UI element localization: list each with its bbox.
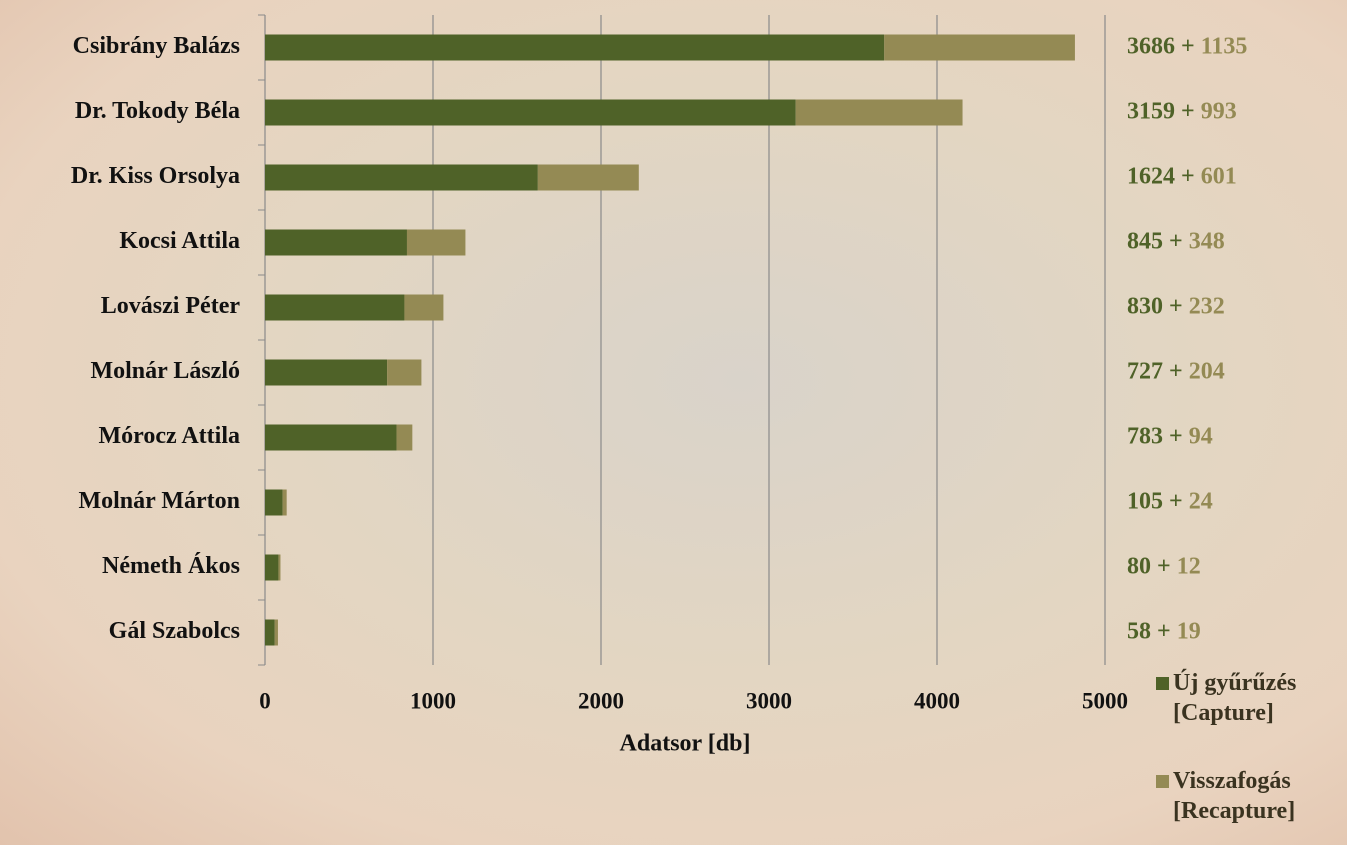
value-label-recapture: 348 [1189, 228, 1225, 254]
x-tick-label: 1000 [410, 688, 456, 713]
value-label: 105 +24 [1127, 488, 1213, 514]
value-label: 783 +94 [1127, 423, 1213, 449]
x-tick-label: 2000 [578, 688, 624, 713]
y-tick-label: Gál Szabolcs [109, 618, 240, 644]
value-label-recapture: 1135 [1201, 33, 1248, 59]
y-tick-label: Molnár László [90, 358, 240, 384]
y-tick-label: Mórocz Attila [98, 423, 240, 449]
value-label-capture: 80 [1127, 553, 1151, 579]
value-label-capture: 3159 [1127, 98, 1175, 124]
x-tick-label: 5000 [1082, 688, 1128, 713]
value-label-capture: 105 [1127, 488, 1163, 514]
y-tick-label: Kocsi Attila [119, 228, 240, 254]
value-label-capture: 58 [1127, 618, 1151, 644]
value-label-separator: + [1181, 163, 1195, 189]
value-label: 58 +19 [1127, 618, 1201, 644]
value-label: 1624 +601 [1127, 163, 1237, 189]
value-label-recapture: 94 [1189, 423, 1213, 449]
bar [278, 554, 281, 581]
value-label-recapture: 204 [1189, 358, 1225, 384]
page: 0 1000 2000 3000 4000 5000 Adatsor [db] Csibrán… [0, 0, 1347, 845]
value-label-capture: 727 [1127, 358, 1163, 384]
y-tick-label: Lovászi Péter [101, 293, 241, 319]
bar [404, 294, 444, 321]
value-label-separator: + [1169, 488, 1183, 514]
x-axis-title: Adatsor [db] [620, 731, 751, 757]
value-label: 727 +204 [1127, 358, 1225, 384]
value-label-separator: + [1157, 553, 1171, 579]
value-label-capture: 830 [1127, 293, 1163, 319]
bar [282, 489, 287, 516]
bar [265, 294, 405, 321]
bar [265, 424, 397, 451]
bar [274, 619, 278, 646]
value-label-separator: + [1181, 98, 1195, 124]
value-label-recapture: 993 [1201, 98, 1237, 124]
value-label-capture: 783 [1127, 423, 1163, 449]
legend-swatch [1156, 775, 1169, 788]
value-label-separator: + [1169, 358, 1183, 384]
bar [387, 359, 422, 386]
value-label-separator: + [1181, 33, 1195, 59]
value-label-separator: + [1169, 293, 1183, 319]
x-tick-label: 0 [259, 688, 271, 713]
bar [884, 34, 1075, 61]
y-tick-label: Csibrány Balázs [73, 33, 240, 59]
bar [265, 554, 279, 581]
value-label-recapture: 12 [1177, 553, 1201, 579]
value-label-separator: + [1169, 423, 1183, 449]
value-label: 80 +12 [1127, 553, 1201, 579]
x-tick-label: 4000 [914, 688, 960, 713]
value-label: 3159 +993 [1127, 98, 1237, 124]
bar [265, 619, 275, 646]
bar [537, 164, 639, 191]
y-tick-label: Molnár Márton [78, 488, 240, 514]
value-label: 3686 +1135 [1127, 33, 1247, 59]
value-label-recapture: 19 [1177, 618, 1201, 644]
y-tick-label: Dr. Tokody Béla [75, 98, 240, 124]
value-label-recapture: 601 [1201, 163, 1237, 189]
bar [265, 359, 388, 386]
legend-label: Új gyűrűzés [Capture] [1173, 670, 1297, 726]
bar [396, 424, 413, 451]
bar [265, 164, 538, 191]
bar [265, 99, 796, 126]
value-label: 845 +348 [1127, 228, 1225, 254]
legend-swatch [1156, 677, 1169, 690]
bar [265, 229, 407, 256]
value-label-capture: 3686 [1127, 33, 1175, 59]
legend: Új gyűrűzés [Capture] Visszafogás [Recapt… [1156, 668, 1346, 864]
legend-label: Visszafogás [Recapture] [1173, 768, 1296, 824]
value-label-capture: 845 [1127, 228, 1163, 254]
value-label-recapture: 232 [1189, 293, 1225, 319]
legend-entry: Új gyűrűzés [Capture] [1156, 668, 1346, 728]
bar [265, 34, 885, 61]
x-tick-label: 3000 [746, 688, 792, 713]
y-tick-label: Dr. Kiss Orsolya [71, 163, 240, 189]
y-tick-label: Németh Ákos [102, 553, 240, 579]
value-label-capture: 1624 [1127, 163, 1175, 189]
value-label-separator: + [1169, 228, 1183, 254]
value-label-recapture: 24 [1189, 488, 1213, 514]
bar [406, 229, 466, 256]
value-label-separator: + [1157, 618, 1171, 644]
chart: 0 1000 2000 3000 4000 5000 Adatsor [db] Csibrán… [71, 14, 1247, 757]
legend-entry: Visszafogás [Recapture] [1156, 766, 1346, 826]
value-label: 830 +232 [1127, 293, 1225, 319]
bar [265, 489, 283, 516]
bar [795, 99, 963, 126]
